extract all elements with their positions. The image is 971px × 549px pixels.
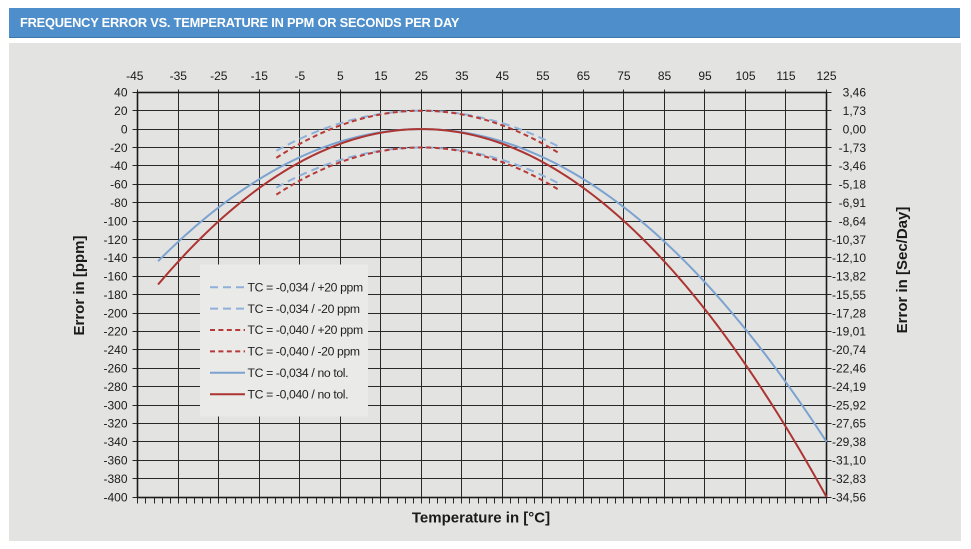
- svg-text:TC = -0,040 / -20 ppm: TC = -0,040 / -20 ppm: [248, 345, 360, 359]
- svg-text:-140: -140: [103, 251, 127, 265]
- svg-text:TC = -0,040 / +20 ppm: TC = -0,040 / +20 ppm: [248, 323, 363, 337]
- svg-text:-280: -280: [103, 380, 127, 394]
- svg-text:5: 5: [337, 69, 344, 83]
- svg-text:-13,82: -13,82: [832, 270, 866, 284]
- svg-text:15: 15: [374, 69, 388, 83]
- svg-text:TC = -0,040 / no tol.: TC = -0,040 / no tol.: [248, 387, 349, 401]
- svg-text:0: 0: [121, 122, 128, 136]
- svg-text:TC = -0,034 / no tol.: TC = -0,034 / no tol.: [248, 366, 349, 380]
- svg-text:-25,92: -25,92: [832, 398, 866, 412]
- svg-text:-160: -160: [103, 270, 127, 284]
- svg-text:-3,46: -3,46: [839, 159, 867, 173]
- svg-text:-180: -180: [103, 288, 127, 302]
- svg-text:20: 20: [114, 104, 128, 118]
- svg-text:Temperature in [°C]: Temperature in [°C]: [412, 510, 550, 527]
- svg-text:-20: -20: [110, 141, 128, 155]
- svg-text:-8,64: -8,64: [839, 214, 867, 228]
- svg-text:-240: -240: [103, 343, 127, 357]
- svg-text:TC = -0,034 / -20 ppm: TC = -0,034 / -20 ppm: [248, 302, 360, 316]
- svg-text:-32,83: -32,83: [832, 472, 866, 486]
- svg-text:Error in [ppm]: Error in [ppm]: [71, 235, 88, 335]
- svg-text:-19,01: -19,01: [832, 325, 866, 339]
- svg-text:-34,56: -34,56: [832, 490, 866, 504]
- svg-text:25: 25: [415, 69, 429, 83]
- svg-text:-35: -35: [170, 69, 188, 83]
- svg-text:-45: -45: [126, 69, 144, 83]
- svg-text:-380: -380: [103, 472, 127, 486]
- svg-text:-60: -60: [110, 178, 128, 192]
- svg-text:35: 35: [455, 69, 469, 83]
- svg-text:-120: -120: [103, 233, 127, 247]
- svg-text:-80: -80: [110, 196, 128, 210]
- svg-text:-300: -300: [103, 398, 127, 412]
- svg-text:0,00: 0,00: [843, 122, 867, 136]
- svg-text:105: 105: [735, 69, 755, 83]
- svg-text:-25: -25: [210, 69, 228, 83]
- svg-text:-6,91: -6,91: [839, 196, 867, 210]
- svg-text:-29,38: -29,38: [832, 435, 866, 449]
- svg-text:65: 65: [577, 69, 591, 83]
- svg-text:-260: -260: [103, 362, 127, 376]
- svg-text:Error in [Sec/Day]: Error in [Sec/Day]: [894, 207, 911, 334]
- svg-text:-24,19: -24,19: [832, 380, 866, 394]
- svg-text:TC = -0,034 / +20 ppm: TC = -0,034 / +20 ppm: [248, 280, 363, 294]
- svg-text:-320: -320: [103, 417, 127, 431]
- svg-text:-20,74: -20,74: [832, 343, 866, 357]
- svg-text:-31,10: -31,10: [832, 454, 866, 468]
- svg-text:-22,46: -22,46: [832, 362, 866, 376]
- svg-text:125: 125: [816, 69, 836, 83]
- svg-text:85: 85: [658, 69, 672, 83]
- svg-text:-40: -40: [110, 159, 128, 173]
- svg-text:95: 95: [698, 69, 712, 83]
- svg-text:-400: -400: [103, 490, 127, 504]
- svg-text:-1,73: -1,73: [839, 141, 867, 155]
- svg-text:-5,18: -5,18: [839, 178, 867, 192]
- svg-text:-15,55: -15,55: [832, 288, 866, 302]
- svg-text:-100: -100: [103, 214, 127, 228]
- svg-text:55: 55: [536, 69, 550, 83]
- svg-text:115: 115: [776, 69, 795, 83]
- svg-text:-220: -220: [103, 325, 127, 339]
- svg-text:-5: -5: [294, 69, 305, 83]
- svg-text:-17,28: -17,28: [832, 306, 866, 320]
- svg-text:-15: -15: [251, 69, 269, 83]
- svg-text:75: 75: [617, 69, 631, 83]
- svg-text:45: 45: [496, 69, 510, 83]
- svg-text:3,46: 3,46: [843, 86, 867, 100]
- svg-text:40: 40: [114, 86, 128, 100]
- svg-text:-12,10: -12,10: [832, 251, 866, 265]
- svg-text:-10,37: -10,37: [832, 233, 866, 247]
- svg-text:-340: -340: [103, 435, 127, 449]
- svg-text:-200: -200: [103, 306, 127, 320]
- svg-text:-360: -360: [103, 454, 127, 468]
- svg-text:-27,65: -27,65: [832, 417, 866, 431]
- svg-text:1,73: 1,73: [843, 104, 867, 118]
